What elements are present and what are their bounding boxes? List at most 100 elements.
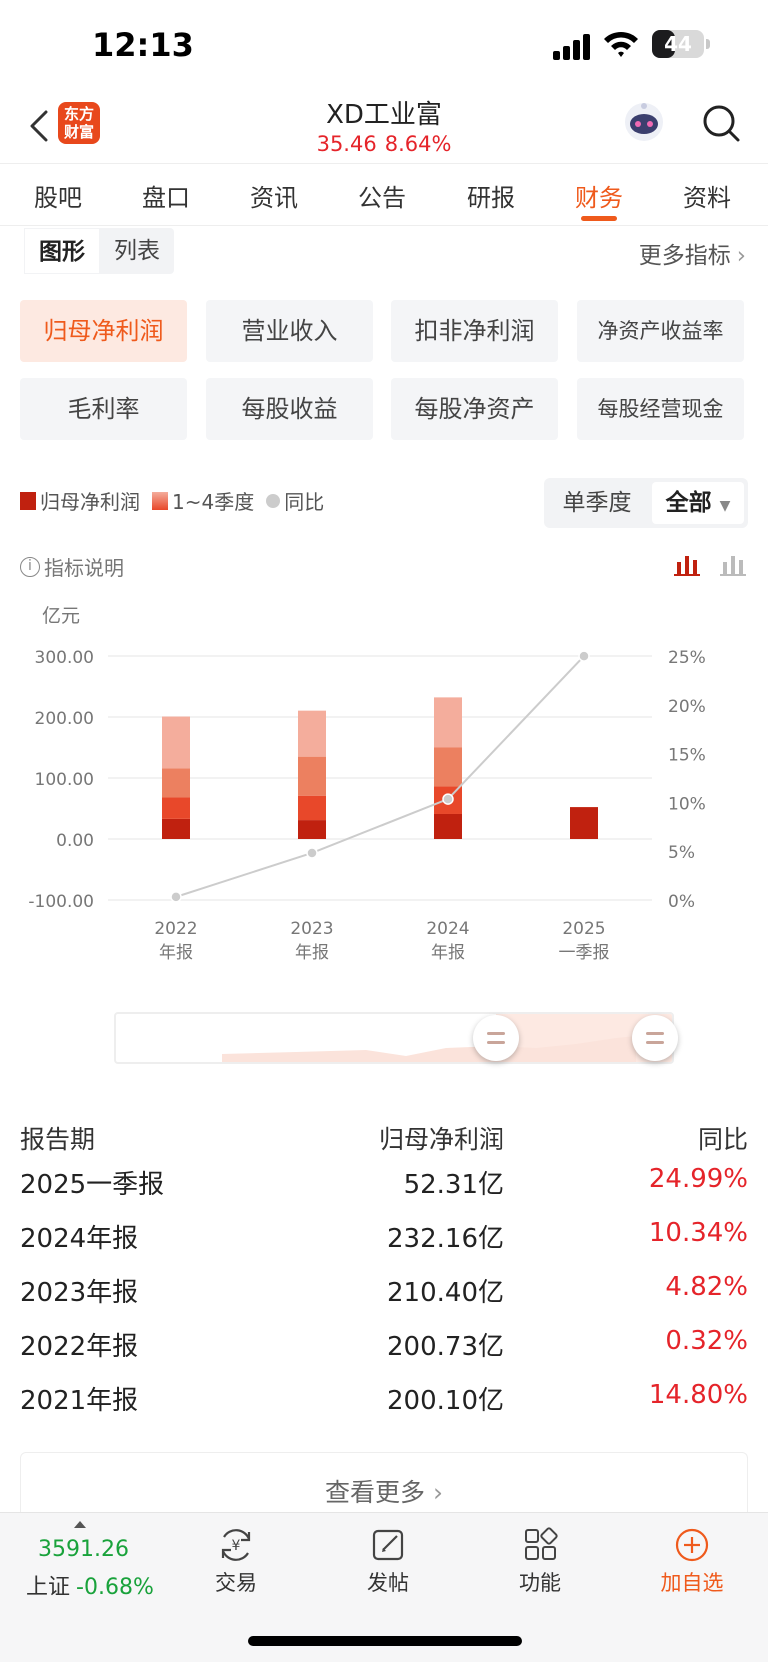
nav-functions[interactable]: 功能: [500, 1527, 580, 1597]
metric-net-profit[interactable]: 归母净利润: [20, 300, 187, 362]
y2-tick-label: 10%: [668, 794, 706, 814]
table-header-yoy: 同比: [697, 1125, 748, 1154]
tab-profile[interactable]: 资料: [683, 184, 731, 212]
chevron-right-icon: ›: [432, 1478, 443, 1507]
home-indicator: [248, 1636, 522, 1646]
period-toggle: 单季度 全部 ▼: [544, 478, 748, 528]
index-value[interactable]: 3591.26: [38, 1537, 129, 1562]
range-slider[interactable]: [114, 1012, 674, 1064]
row-value: 52.31亿: [403, 1170, 504, 1200]
row-period: 2024年报: [20, 1224, 139, 1254]
bar-segment: [298, 820, 326, 839]
stacked-bar-chart-icon[interactable]: [674, 552, 700, 576]
bar-segment: [434, 813, 462, 839]
x-tick-label: 年报: [295, 943, 329, 960]
view-graph[interactable]: 图形: [24, 228, 100, 274]
tab-research[interactable]: 研报: [467, 184, 515, 212]
metric-gross-margin[interactable]: 毛利率: [20, 378, 187, 440]
range-handle-right[interactable]: [632, 1015, 678, 1061]
row-value: 232.16亿: [387, 1224, 504, 1254]
stock-price: 35.46: [316, 132, 377, 156]
yoy-line: [175, 655, 585, 898]
yoy-point: [306, 847, 318, 859]
row-yoy: 14.80%: [648, 1380, 748, 1410]
y2-tick-label: 15%: [668, 746, 706, 766]
tab-guba[interactable]: 股吧: [34, 184, 82, 212]
x-tick-label: 一季报: [559, 943, 610, 960]
range-thumbnail: [222, 1014, 672, 1062]
info-icon: i: [20, 556, 40, 577]
metric-eps[interactable]: 每股收益: [206, 378, 373, 440]
table-header-period: 报告期: [20, 1125, 96, 1154]
bar-segment: [434, 697, 462, 748]
row-period: 2023年报: [20, 1278, 139, 1308]
expand-up-icon[interactable]: [74, 1521, 86, 1528]
search-icon[interactable]: [700, 102, 742, 144]
yoy-point: [578, 650, 590, 662]
y-tick-label: 200.00: [35, 709, 94, 729]
chevron-right-icon: ›: [736, 243, 746, 269]
row-yoy: 4.82%: [665, 1272, 748, 1302]
metric-operating-cash-per-share[interactable]: 每股经营现金: [577, 378, 744, 440]
yoy-point: [442, 793, 454, 805]
row-yoy: 24.99%: [648, 1164, 748, 1194]
indicator-note[interactable]: i 指标说明: [20, 552, 124, 581]
row-yoy: 0.32%: [665, 1326, 748, 1356]
bar-segment: [162, 818, 190, 839]
view-more-button[interactable]: 查看更多 ›: [20, 1452, 748, 1532]
row-period: 2025一季报: [20, 1170, 165, 1200]
metric-roe[interactable]: 净资产收益率: [577, 300, 744, 362]
tab-announcements[interactable]: 公告: [358, 184, 406, 212]
nav-trade[interactable]: ¥ 交易: [196, 1527, 276, 1597]
metric-bvps[interactable]: 每股净资产: [391, 378, 558, 440]
row-yoy: 10.34%: [648, 1218, 748, 1248]
post-icon: [372, 1529, 404, 1561]
x-tick-label: 年报: [431, 943, 465, 960]
yoy-point: [170, 891, 182, 903]
index-name[interactable]: 上证 -0.68%: [26, 1575, 154, 1600]
y2-tick-label: 0%: [668, 892, 695, 912]
bar-segment: [570, 807, 598, 839]
caret-down-icon: ▼: [719, 498, 731, 514]
bar-segment: [162, 716, 190, 769]
tab-pankou[interactable]: 盘口: [142, 184, 190, 212]
trade-icon: ¥: [221, 1529, 251, 1561]
view-toggle: 图形 列表: [24, 228, 174, 274]
svg-text:¥: ¥: [232, 1538, 241, 1554]
y2-tick-label: 25%: [668, 648, 706, 668]
back-icon[interactable]: [24, 106, 54, 146]
range-handle-left[interactable]: [473, 1015, 519, 1061]
signal-icon: [553, 32, 593, 60]
period-all[interactable]: 全部 ▼: [652, 482, 744, 524]
y-tick-label: 0.00: [56, 831, 94, 851]
nav-post[interactable]: 发帖: [348, 1527, 428, 1597]
row-period: 2022年报: [20, 1332, 139, 1362]
view-list[interactable]: 列表: [114, 238, 160, 264]
robot-assistant-icon[interactable]: [622, 100, 666, 144]
eastmoney-logo[interactable]: 东方财富: [58, 102, 100, 144]
more-metrics-link[interactable]: 更多指标 ›: [638, 243, 746, 269]
nav-add-watchlist[interactable]: 加自选: [652, 1527, 732, 1597]
x-tick-label: 2024: [426, 919, 469, 939]
battery-icon: 44: [652, 30, 704, 58]
bar-chart-icon[interactable]: [720, 552, 746, 576]
bar-segment: [298, 710, 326, 757]
chart-unit: 亿元: [42, 605, 81, 627]
period-single-quarter[interactable]: 单季度: [562, 490, 632, 516]
metric-deducted-net-profit[interactable]: 扣非净利润: [391, 300, 558, 362]
metric-revenue[interactable]: 营业收入: [206, 300, 373, 362]
x-tick-label: 2025: [562, 919, 605, 939]
x-tick-label: 2023: [290, 919, 333, 939]
bar-segment: [434, 747, 462, 787]
status-bar: 12:13 44: [0, 0, 768, 92]
row-value: 200.73亿: [387, 1332, 504, 1362]
tab-news[interactable]: 资讯: [250, 184, 298, 212]
x-tick-label: 2022: [154, 919, 197, 939]
x-tick-label: 年报: [159, 943, 193, 960]
tab-finance[interactable]: 财务: [575, 184, 623, 212]
row-value: 200.10亿: [387, 1386, 504, 1416]
bar-segment: [162, 768, 190, 798]
active-tab-indicator: [581, 216, 617, 221]
net-profit-chart: 300.00 200.00 100.00 0.00 -100.00 25% 20% 15% 10…: [28, 648, 706, 960]
wifi-icon: [604, 31, 638, 57]
